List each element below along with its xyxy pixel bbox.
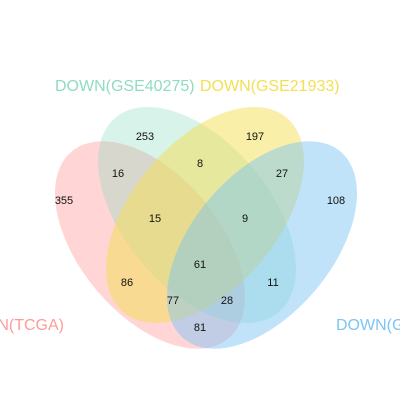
region-count-abcd: 61 [194,259,206,271]
set-labels: DOWN(GSE40275) DOWN(GSE21933) DOWN(TCGA)… [0,78,400,334]
region-count-ad: 81 [194,322,206,334]
set-c-ellipse [106,106,304,324]
region-count-b: 253 [136,131,154,143]
region-count-c: 197 [246,131,264,143]
region-count-bd: 11 [267,277,278,289]
region-count-cd: 27 [276,168,288,180]
set-label-c: DOWN(GSE21933) [200,78,340,95]
region-count-bc: 8 [197,158,203,170]
set-label-d: DOWN(GSE [336,317,400,334]
region-count-abc: 15 [149,213,161,225]
set-ellipses [54,106,358,349]
region-count-ac: 86 [121,277,133,289]
region-count-acd: 28 [221,295,233,307]
set-d-ellipse [166,141,358,349]
region-count-bcd: 9 [242,213,248,225]
set-label-a: DOWN(TCGA) [0,317,64,334]
region-count-abd: 77 [167,295,179,307]
region-count-a: 355 [55,195,73,207]
set-label-b: DOWN(GSE40275) [55,78,195,95]
region-counts: 355 253 197 108 16 8 27 15 9 86 61 11 77… [55,131,345,334]
region-count-ab: 16 [112,168,124,180]
region-count-d: 108 [327,195,345,207]
